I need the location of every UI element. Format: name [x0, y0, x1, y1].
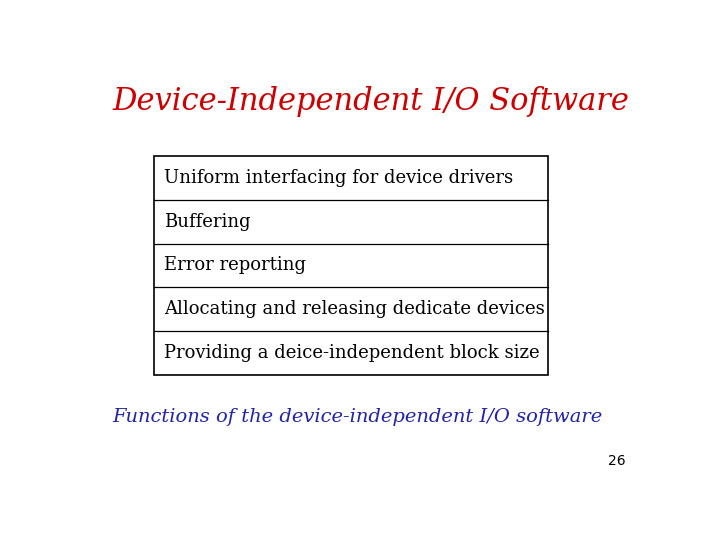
Text: Error reporting: Error reporting — [164, 256, 306, 274]
Text: Uniform interfacing for device drivers: Uniform interfacing for device drivers — [164, 169, 513, 187]
Text: 26: 26 — [608, 454, 626, 468]
Text: Buffering: Buffering — [164, 213, 251, 231]
FancyBboxPatch shape — [154, 156, 547, 375]
Text: Providing a deice-independent block size: Providing a deice-independent block size — [164, 344, 540, 362]
Text: Device-Independent I/O Software: Device-Independent I/O Software — [112, 85, 629, 117]
Text: Allocating and releasing dedicate devices: Allocating and releasing dedicate device… — [164, 300, 545, 318]
Text: Functions of the device-independent I/O software: Functions of the device-independent I/O … — [112, 408, 603, 426]
